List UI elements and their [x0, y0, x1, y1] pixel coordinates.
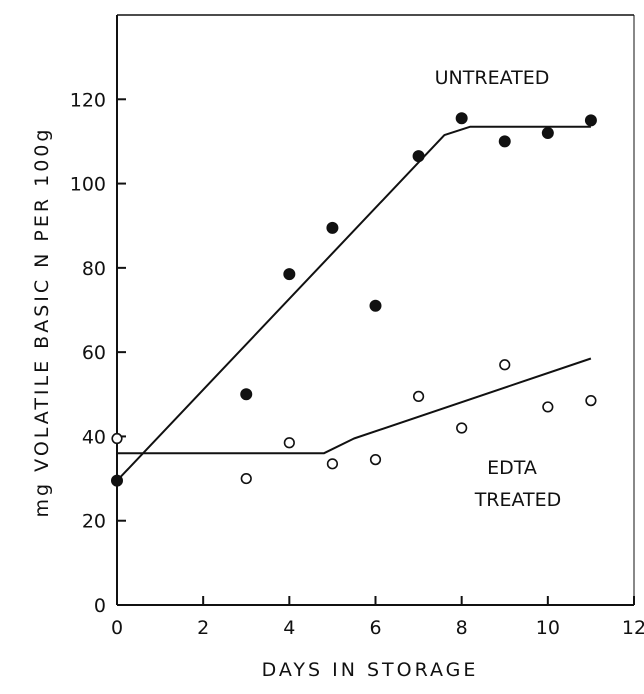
untreated-point [541, 127, 554, 139]
untreated-point [283, 268, 296, 281]
series-label-edta-line2: TREATED [474, 489, 562, 511]
untreated-point [412, 150, 425, 163]
y-tick-label: 20 [82, 511, 106, 533]
x-axis-title: DAYS IN STORAGE [262, 659, 479, 681]
untreated-point [369, 299, 382, 312]
untreated-point [111, 474, 123, 487]
fit-lines [116, 125, 592, 482]
untreated-point [240, 388, 253, 401]
fit-line-edta-treated [117, 357, 592, 455]
edta-treated-point [542, 401, 554, 413]
y-tick-label: 0 [94, 595, 106, 617]
edta-treated-point [499, 359, 511, 371]
x-tick-label: 12 [622, 617, 644, 639]
edta-treated-point [111, 432, 123, 445]
x-tick-label: 10 [536, 617, 560, 639]
untreated-point [584, 114, 597, 127]
x-tick-label: 0 [111, 617, 123, 639]
edta-treated-point [412, 390, 425, 402]
series-label-untreated: UNTREATED [435, 67, 550, 89]
x-tick-label: 6 [369, 617, 381, 639]
x-tick-label: 4 [283, 617, 295, 639]
y-tick-label: 100 [70, 174, 106, 196]
y-tick-label: 60 [82, 342, 106, 364]
y-ticks: 0 20 40 60 80 100 120 [70, 89, 126, 617]
data-points [111, 112, 597, 487]
y-tick-label: 80 [82, 258, 106, 280]
y-tick-label: 120 [70, 89, 106, 111]
untreated-point [455, 112, 468, 125]
x-ticks: 0 2 4 6 8 10 12 [111, 596, 644, 639]
y-tick-label: 40 [82, 426, 106, 448]
edta-treated-point [326, 458, 339, 470]
edta-treated-point [456, 422, 468, 434]
edta-treated-point [240, 472, 252, 485]
y-axis-title: mg VOLATILE BASIC N PER 100g [31, 127, 53, 518]
untreated-point [326, 221, 339, 234]
edta-treated-point [585, 395, 597, 407]
fit-line-untreated [116, 125, 591, 482]
series-label-edta-line1: EDTA [487, 457, 537, 479]
x-tick-label: 8 [456, 617, 468, 639]
edta-treated-point [369, 454, 382, 466]
untreated-point [498, 135, 511, 148]
x-tick-label: 2 [197, 617, 209, 639]
edta-treated-point [283, 437, 295, 449]
